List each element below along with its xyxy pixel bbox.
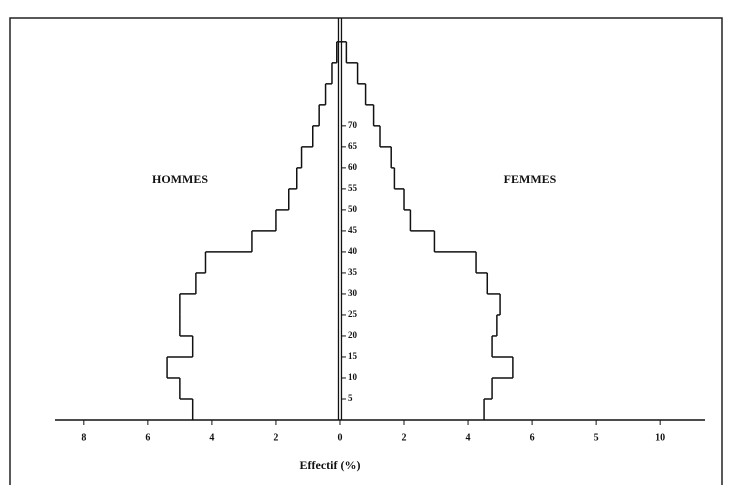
y-tick-label: 70 (348, 120, 358, 130)
x-axis-label: Effectif (%) (300, 458, 361, 472)
y-tick-label: 40 (348, 246, 358, 256)
y-tick-label: 50 (348, 204, 358, 214)
x-tick-label: 4 (466, 432, 471, 443)
y-tick-label: 5 (348, 393, 353, 403)
x-tick-label: 2 (273, 432, 278, 443)
x-tick-label: 10 (655, 432, 665, 443)
x-tick-label: 6 (145, 432, 150, 443)
x-tick-label: 5 (594, 432, 599, 443)
x-tick-label: 2 (402, 432, 407, 443)
y-tick-label: 45 (348, 225, 358, 235)
x-tick-label: 4 (209, 432, 214, 443)
y-tick-label: 10 (348, 372, 358, 382)
x-tick-label: 0 (337, 432, 342, 443)
y-tick-label: 15 (348, 351, 358, 361)
x-tick-label: 8 (81, 432, 86, 443)
y-tick-label: 25 (348, 309, 358, 319)
left-label: HOMMES (152, 172, 208, 186)
right-label: FEMMES (504, 172, 557, 186)
x-tick-label: 6 (530, 432, 535, 443)
y-tick-label: 20 (348, 330, 358, 340)
y-tick-label: 30 (348, 288, 358, 298)
y-tick-label: 65 (348, 141, 358, 151)
frame (9, 17, 723, 485)
y-tick-label: 60 (348, 162, 358, 172)
y-tick-label: 35 (348, 267, 358, 277)
y-tick-label: 55 (348, 183, 358, 193)
